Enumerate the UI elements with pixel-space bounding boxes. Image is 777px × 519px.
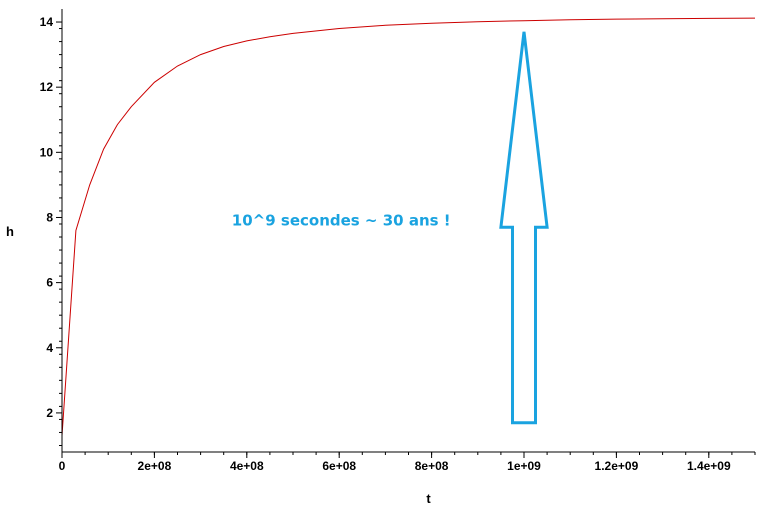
y-tick-label: 8 [46,210,53,224]
y-tick-label: 6 [46,276,53,290]
x-tick-label: 8e+08 [415,459,449,473]
plot-area [61,17,756,436]
y-tick-label: 12 [40,80,54,94]
x-tick-label: 6e+08 [322,459,356,473]
series-line [61,17,756,436]
up-arrow-annotation [499,31,549,425]
x-tick-label: 4e+08 [230,459,264,473]
x-tick-label: 1.4e+09 [687,459,731,473]
annotation-text: 10^9 secondes ~ 30 ans ! [232,212,451,230]
x-tick-label: 2e+08 [138,459,172,473]
x-tick-label: 1.2e+09 [595,459,639,473]
ticks: 0 2e+08 4e+08 6e+08 8e+08 1e+09 1.2e+09 1.4e+09… [40,15,756,473]
x-axis-label: t [426,491,431,506]
axes [61,9,755,453]
y-tick-label: 14 [40,15,54,29]
x-tick-label: 0 [59,459,66,473]
y-axis-label: h [6,224,14,239]
y-tick-label: 4 [46,341,53,355]
x-tick-label: 1e+09 [507,459,541,473]
y-tick-label: 10 [40,145,54,159]
y-tick-label: 2 [46,406,53,420]
